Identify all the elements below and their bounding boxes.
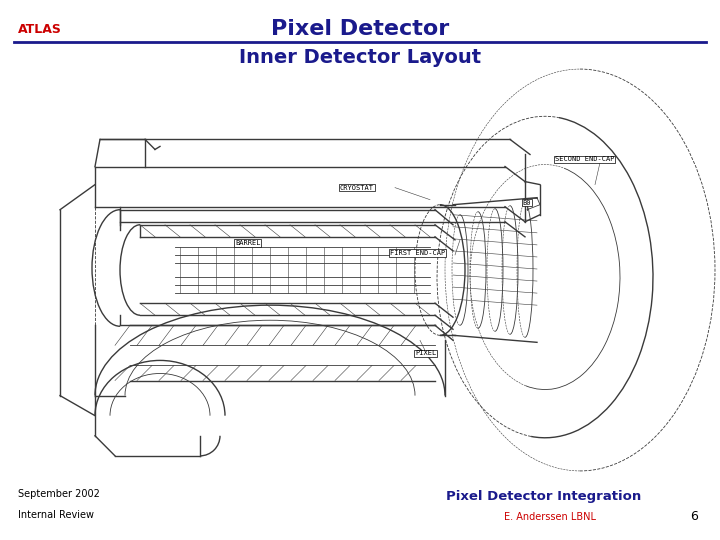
- Text: B0: B0: [523, 200, 531, 206]
- Text: Pixel Detector Integration: Pixel Detector Integration: [446, 490, 642, 503]
- Text: ATLAS: ATLAS: [18, 23, 62, 36]
- Text: Pixel Detector: Pixel Detector: [271, 19, 449, 39]
- Text: CRYOSTAT: CRYOSTAT: [340, 185, 374, 191]
- Text: Inner Detector Layout: Inner Detector Layout: [239, 48, 481, 66]
- Text: Internal Review: Internal Review: [18, 510, 94, 521]
- Text: FIRST END-CAP: FIRST END-CAP: [390, 250, 445, 256]
- Text: September 2002: September 2002: [18, 489, 100, 499]
- Text: SECOND END-CAP: SECOND END-CAP: [555, 157, 614, 163]
- Text: E. Anderssen LBNL: E. Anderssen LBNL: [504, 512, 596, 522]
- Text: PIXEL: PIXEL: [415, 350, 436, 356]
- Text: BARREL: BARREL: [235, 240, 261, 246]
- Text: 6: 6: [690, 510, 698, 523]
